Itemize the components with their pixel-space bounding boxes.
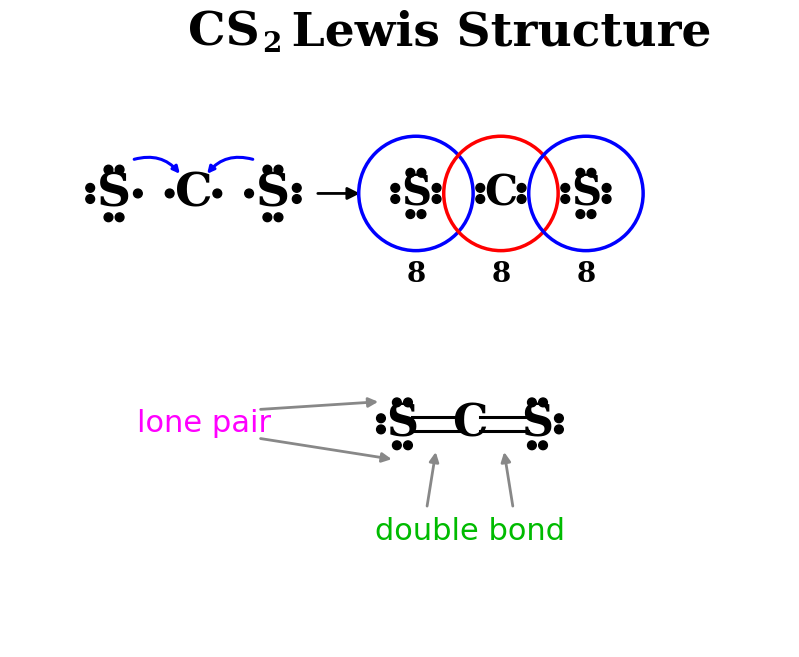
Circle shape xyxy=(392,398,401,407)
Circle shape xyxy=(403,398,412,407)
Circle shape xyxy=(576,168,585,177)
Circle shape xyxy=(517,183,526,193)
Circle shape xyxy=(403,441,412,449)
Text: double bond: double bond xyxy=(375,516,565,545)
Circle shape xyxy=(263,213,272,221)
Circle shape xyxy=(561,183,570,193)
Circle shape xyxy=(85,194,94,204)
Circle shape xyxy=(165,189,174,198)
Text: S: S xyxy=(256,170,290,216)
Circle shape xyxy=(602,183,611,193)
Circle shape xyxy=(446,139,556,248)
Text: C: C xyxy=(175,170,213,216)
Text: lone pair: lone pair xyxy=(137,409,271,438)
Circle shape xyxy=(587,210,596,219)
Text: S: S xyxy=(97,170,131,216)
Text: 8: 8 xyxy=(576,261,595,288)
Circle shape xyxy=(432,194,441,204)
Circle shape xyxy=(476,194,485,204)
Circle shape xyxy=(392,441,401,449)
Text: C: C xyxy=(484,172,518,214)
Text: S: S xyxy=(570,172,601,214)
Circle shape xyxy=(531,139,641,248)
Text: S: S xyxy=(387,402,419,445)
Circle shape xyxy=(292,194,301,204)
Circle shape xyxy=(85,183,94,193)
Text: CS: CS xyxy=(188,10,260,56)
Circle shape xyxy=(376,414,385,422)
Circle shape xyxy=(417,168,426,177)
Circle shape xyxy=(602,194,611,204)
Circle shape xyxy=(376,425,385,434)
Circle shape xyxy=(115,166,124,174)
Circle shape xyxy=(133,189,142,198)
Circle shape xyxy=(527,398,536,407)
Circle shape xyxy=(432,183,441,193)
Circle shape xyxy=(406,210,415,219)
Circle shape xyxy=(361,139,471,248)
Circle shape xyxy=(561,194,570,204)
Circle shape xyxy=(406,168,415,177)
Text: 8: 8 xyxy=(407,261,426,288)
Circle shape xyxy=(391,183,400,193)
Circle shape xyxy=(213,189,221,198)
Circle shape xyxy=(576,210,585,219)
Text: 8: 8 xyxy=(491,261,511,288)
Text: C: C xyxy=(452,402,487,445)
Circle shape xyxy=(274,213,283,221)
Circle shape xyxy=(292,183,301,193)
Circle shape xyxy=(539,441,547,449)
Circle shape xyxy=(417,210,426,219)
Circle shape xyxy=(391,194,400,204)
Text: 2: 2 xyxy=(262,31,281,58)
Circle shape xyxy=(244,189,253,198)
Circle shape xyxy=(555,414,563,422)
Text: S: S xyxy=(522,402,554,445)
Circle shape xyxy=(527,441,536,449)
Text: Lewis Structure: Lewis Structure xyxy=(276,10,712,56)
Circle shape xyxy=(115,213,124,221)
Text: S: S xyxy=(401,172,431,214)
Circle shape xyxy=(263,166,272,174)
Circle shape xyxy=(104,166,113,174)
Circle shape xyxy=(274,166,283,174)
Circle shape xyxy=(104,213,113,221)
Circle shape xyxy=(539,398,547,407)
Circle shape xyxy=(476,183,485,193)
Circle shape xyxy=(517,194,526,204)
Circle shape xyxy=(587,168,596,177)
Circle shape xyxy=(555,425,563,434)
